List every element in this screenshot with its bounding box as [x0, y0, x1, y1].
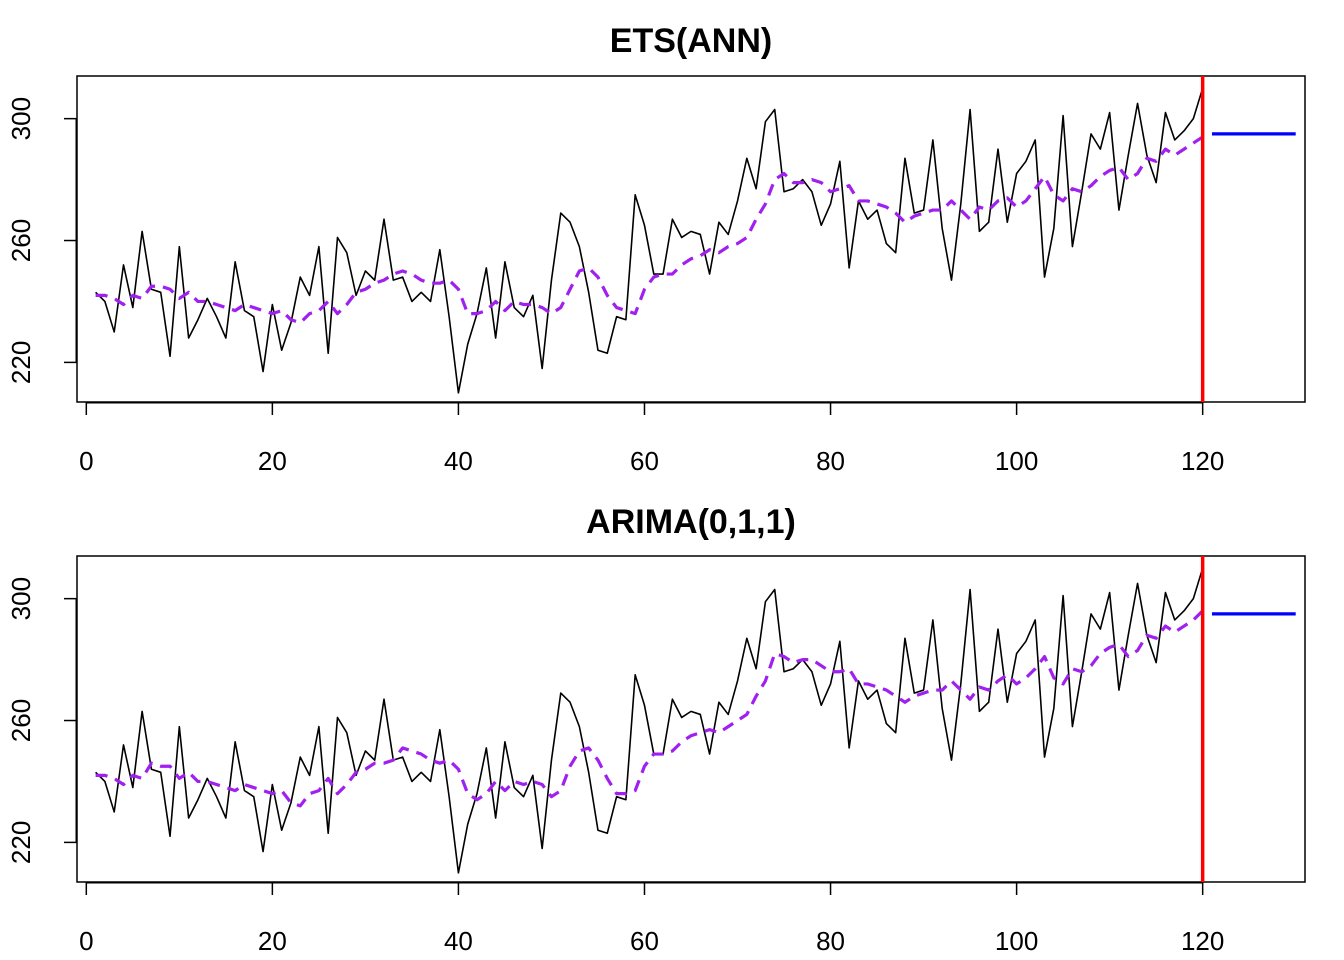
- x-tick-label: 40: [444, 446, 473, 476]
- y-tick-label: 300: [6, 97, 36, 140]
- chart-title: ARIMA(0,1,1): [586, 503, 796, 541]
- chart-title: ETS(ANN): [610, 22, 772, 60]
- y-tick-label: 260: [6, 699, 36, 742]
- fitted-series-line: [95, 609, 1204, 808]
- x-tick-label: 20: [258, 926, 287, 956]
- x-tick-label: 120: [1181, 926, 1224, 956]
- x-tick-label: 0: [79, 446, 93, 476]
- x-tick-label: 40: [444, 926, 473, 956]
- actual-series-line: [95, 87, 1204, 394]
- x-tick-label: 60: [630, 926, 659, 956]
- x-tick-label: 20: [258, 446, 287, 476]
- actual-series-line: [95, 567, 1204, 874]
- x-tick-label: 60: [630, 446, 659, 476]
- plot-area: [95, 87, 1296, 394]
- plot-area: [95, 567, 1296, 874]
- plot-frame: [76, 555, 1306, 883]
- plot-frame: [76, 75, 1306, 403]
- x-tick-label: 80: [816, 446, 845, 476]
- y-tick-label: 220: [6, 341, 36, 384]
- x-tick-label: 100: [995, 926, 1038, 956]
- x-tick-label: 0: [79, 926, 93, 956]
- y-tick-label: 220: [6, 821, 36, 864]
- x-tick-label: 80: [816, 926, 845, 956]
- ets-ann-panel: ETS(ANN) 0 20 40 60 80 100 120 220 260 300: [6, 22, 1306, 476]
- y-tick-label: 260: [6, 219, 36, 262]
- fitted-series-line: [95, 135, 1204, 325]
- x-tick-label: 120: [1181, 446, 1224, 476]
- y-tick-label: 300: [6, 577, 36, 620]
- arima-011-panel: ARIMA(0,1,1) 0 20 40 60 80 100 120 220 260 300: [6, 503, 1306, 956]
- x-tick-label: 100: [995, 446, 1038, 476]
